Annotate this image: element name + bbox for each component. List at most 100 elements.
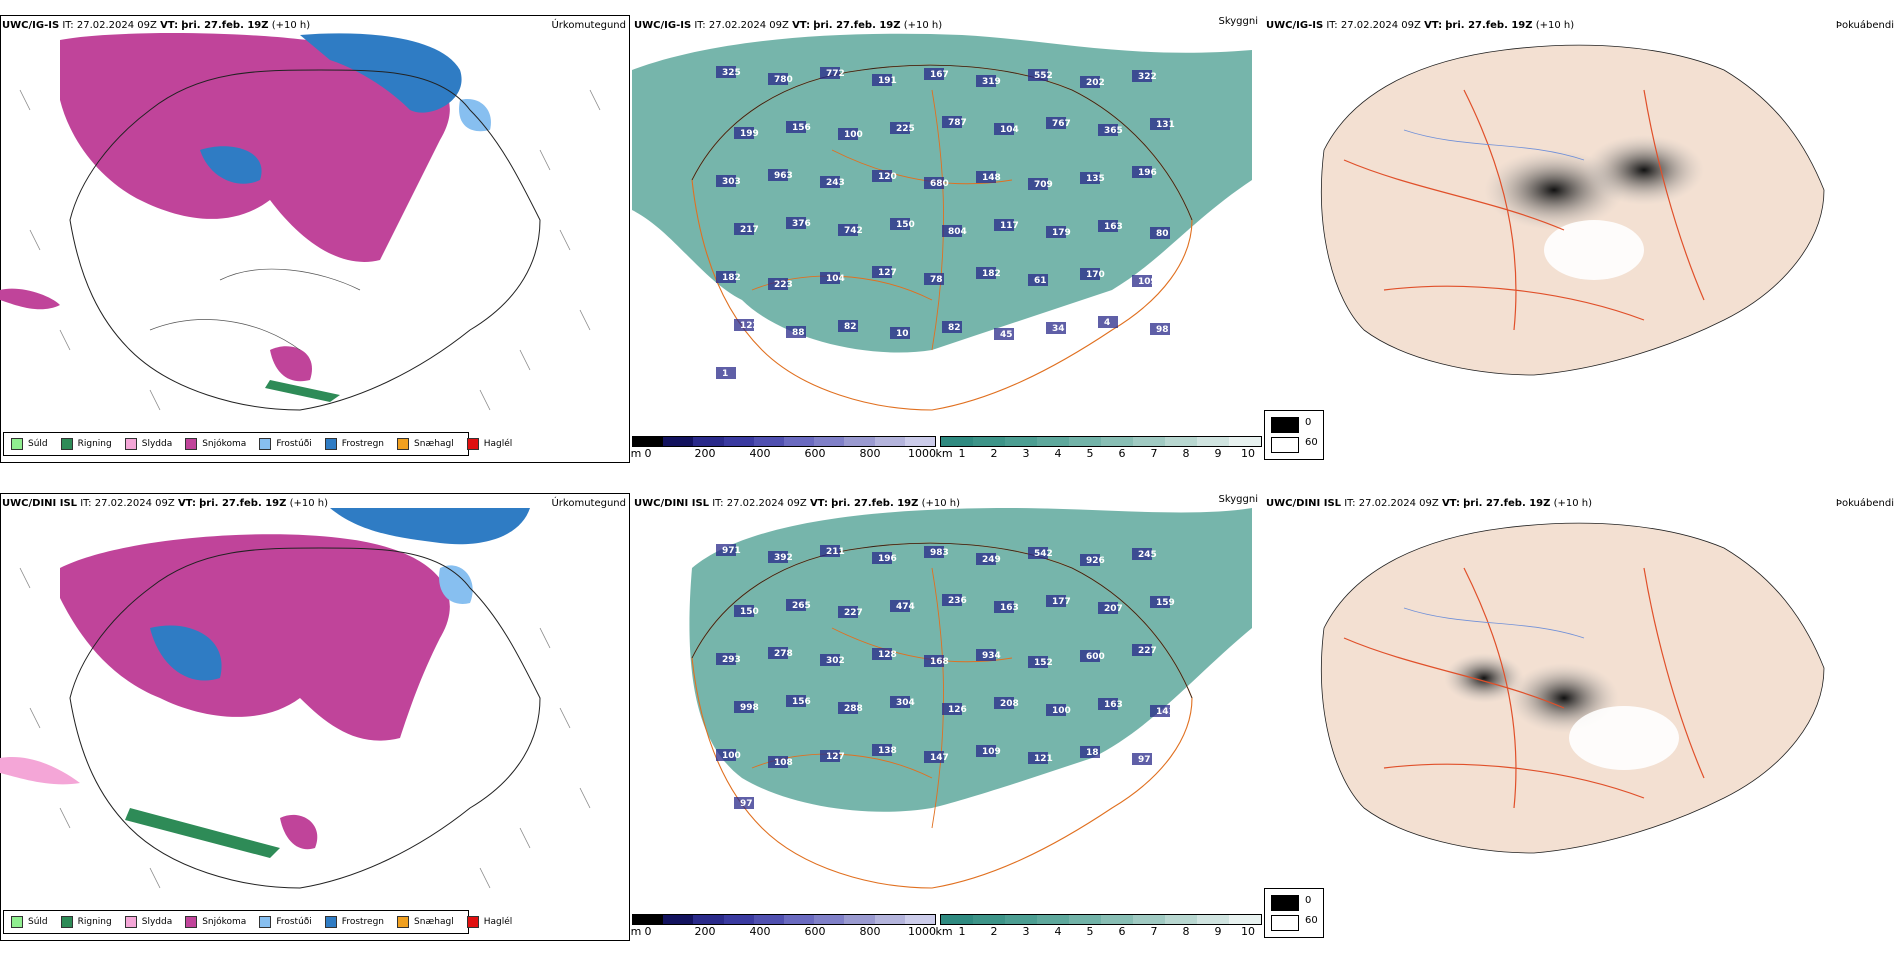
cloud-base-marker bbox=[924, 273, 944, 285]
legend-label: Haglél bbox=[483, 917, 513, 927]
cloud-base-marker bbox=[716, 271, 736, 283]
cloud-base-marker bbox=[1028, 547, 1048, 559]
cloud-base-label: 104 bbox=[826, 274, 845, 284]
colorbar-tick: 4 bbox=[1054, 925, 1062, 938]
legend-swatch bbox=[466, 438, 479, 450]
cloud-base-marker bbox=[1080, 554, 1100, 566]
cloud-base-colorbar: m 0 200 400 600 800 1000 bbox=[631, 914, 936, 939]
cloud-base-label: 167 bbox=[930, 70, 949, 80]
lead-time: (+10 h) bbox=[271, 20, 311, 31]
model-name: UWC/DINI ISL bbox=[2, 498, 78, 509]
legend-swatch bbox=[324, 916, 337, 928]
colorbar-tick: 3 bbox=[1022, 447, 1030, 460]
it-label: IT: bbox=[80, 498, 92, 509]
cloud-base-label: 767 bbox=[1052, 119, 1071, 129]
colorbar-tick: 10 bbox=[1241, 447, 1255, 460]
frost-rain-area bbox=[200, 146, 262, 184]
cloud-base-marker bbox=[1028, 69, 1048, 81]
precip-map-frame bbox=[0, 493, 630, 941]
visibility-field bbox=[689, 508, 1252, 812]
legend-label: Snjókoma bbox=[202, 439, 247, 449]
legend-item: Súld bbox=[11, 438, 48, 450]
cloud-base-label: 97 bbox=[740, 799, 753, 809]
colorbar-unit: km bbox=[935, 447, 953, 460]
colorbar-tick: 800 bbox=[859, 447, 881, 460]
fog-index-panel: UWC/IG-IS IT: 27.02.2024 09Z VT: þri. 27… bbox=[1264, 0, 1900, 475]
cloud-base-marker bbox=[1132, 166, 1152, 178]
legend-item: Frostregn bbox=[324, 916, 384, 928]
panel-title: Úrkomutegund bbox=[551, 498, 626, 509]
cloud-base-label: 152 bbox=[1034, 658, 1053, 668]
cloud-base-label: 108 bbox=[774, 758, 793, 768]
legend-item: Frostúði bbox=[259, 438, 312, 450]
rain-area bbox=[125, 808, 280, 858]
cloud-base-label: 104 bbox=[1000, 125, 1019, 135]
cloud-base-marker bbox=[890, 600, 910, 612]
legend-label: Snæhagl bbox=[414, 439, 454, 449]
legend-item: Frostregn bbox=[324, 438, 384, 450]
cloud-base-marker bbox=[1046, 117, 1066, 129]
legend-label: 60 bbox=[1305, 437, 1318, 448]
legend-swatch bbox=[1271, 417, 1299, 433]
cloud-base-marker bbox=[890, 122, 910, 134]
cloud-base-marker bbox=[872, 648, 892, 660]
cloud-base-label: 208 bbox=[1000, 699, 1019, 709]
legend-item: Rigning bbox=[60, 438, 112, 450]
legend-label: Slydda bbox=[141, 917, 173, 927]
cloud-base-marker bbox=[976, 745, 996, 757]
model-name: UWC/DINI ISL bbox=[634, 498, 710, 509]
legend-label: 0 bbox=[1305, 895, 1312, 906]
cloud-base-labels: 971 392 211 196 983 249 542 926 245 150 265 227 474 2… bbox=[716, 544, 1175, 809]
cloud-base-marker bbox=[1150, 227, 1170, 239]
colorbar-tick: 9 bbox=[1214, 925, 1222, 938]
cloud-base-marker bbox=[1150, 323, 1170, 335]
cloud-base-marker bbox=[768, 278, 788, 290]
colorbar-ticks: m 0 200 400 600 800 1000 bbox=[631, 925, 936, 939]
legend-label: 0 bbox=[1305, 417, 1312, 428]
cloud-base-marker bbox=[872, 552, 892, 564]
cloud-base-label: 163 bbox=[1104, 222, 1123, 232]
legend-swatch bbox=[397, 916, 410, 928]
precip-map-frame bbox=[0, 15, 630, 463]
panel-header: UWC/IG-IS IT: 27.02.2024 09Z VT: þri. 27… bbox=[634, 20, 942, 31]
colorbar-unit: m bbox=[630, 447, 642, 460]
colorbar-tick: 4 bbox=[1054, 447, 1062, 460]
cloud-base-label: 217 bbox=[740, 225, 759, 235]
cloud-base-label: 147 bbox=[930, 753, 949, 763]
cloud-base-label: 138 bbox=[878, 746, 897, 756]
lead-time: (+10 h) bbox=[289, 498, 329, 509]
legend-label: Snæhagl bbox=[414, 917, 454, 927]
cloud-base-marker bbox=[976, 171, 996, 183]
vt-label: VT: bbox=[1424, 20, 1443, 31]
cloud-base-marker bbox=[924, 655, 944, 667]
colorbar-tick: 10 bbox=[1241, 925, 1255, 938]
colorbar-tick: 2 bbox=[990, 447, 998, 460]
visibility-map: 325 780 772 191 167 319 552 202 322 199 156 100 225 7… bbox=[632, 33, 1252, 411]
cloud-base-marker bbox=[1046, 322, 1066, 334]
colorbar-ticks: km 1 2 3 4 5 6 7 8 9 10 bbox=[935, 447, 1262, 461]
cloud-base-label: 109 bbox=[1138, 277, 1157, 287]
colorbar-tick: 7 bbox=[1150, 447, 1158, 460]
cloud-base-label: 600 bbox=[1086, 652, 1105, 662]
legend-swatch bbox=[124, 916, 137, 928]
cloud-base-marker bbox=[976, 649, 996, 661]
panel-title: Þokuábendi bbox=[1835, 498, 1894, 509]
panel-title: Úrkomutegund bbox=[551, 20, 626, 31]
cloud-base-marker bbox=[994, 601, 1014, 613]
it-label: IT: bbox=[694, 20, 706, 31]
forecast-row-dini: UWC/DINI ISL IT: 27.02.2024 09Z VT: þri.… bbox=[0, 478, 1900, 953]
cloud-base-marker bbox=[924, 751, 944, 763]
cloud-base-label: 18 bbox=[1086, 748, 1099, 758]
cloud-base-label: 126 bbox=[948, 705, 967, 715]
cloud-base-label: 34 bbox=[1052, 324, 1065, 334]
cloud-base-marker bbox=[890, 327, 910, 339]
cloud-base-labels: 325 780 772 191 167 319 552 202 322 199 156 100 225 7… bbox=[716, 66, 1175, 379]
vt-label: VT: bbox=[177, 498, 196, 509]
cloud-base-label: 100 bbox=[844, 130, 863, 140]
visibility-field bbox=[632, 33, 1252, 353]
visibility-panel: UWC/IG-IS IT: 27.02.2024 09Z VT: þri. 27… bbox=[630, 0, 1264, 475]
precip-type-panel: UWC/DINI ISL IT: 27.02.2024 09Z VT: þri.… bbox=[0, 478, 632, 953]
river-lines bbox=[1403, 607, 1585, 639]
cloud-base-colorbar: m 0 200 400 600 800 1000 bbox=[630, 436, 936, 461]
colorbar-tick: 1000 bbox=[908, 447, 936, 460]
